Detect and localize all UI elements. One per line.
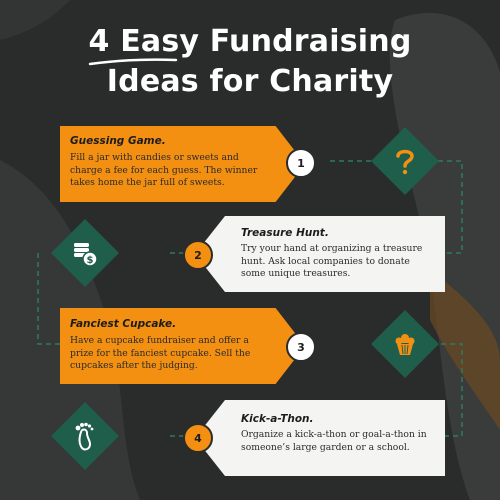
idea-number-badge-3: 3 bbox=[286, 332, 316, 362]
idea-title-4: Kick-a-Thon. bbox=[241, 413, 314, 425]
question-mark-icon bbox=[385, 141, 425, 181]
page-title-line-1: 4 Easy Fundraising bbox=[88, 24, 412, 59]
idea-card-2 bbox=[195, 216, 445, 292]
idea-number-badge-2: 2 bbox=[183, 240, 213, 270]
idea-card-1 bbox=[60, 126, 305, 202]
idea-description-4: Organize a kick-a-thon or goal-a-thon in… bbox=[241, 429, 427, 453]
idea-number-badge-4: 4 bbox=[183, 423, 213, 453]
idea-title-2: Treasure Hunt. bbox=[241, 227, 329, 239]
title-underline-swoosh bbox=[88, 58, 178, 66]
idea-card-3 bbox=[60, 308, 305, 384]
footprint-icon bbox=[65, 416, 105, 456]
page-title-line-2: Ideas for Charity bbox=[106, 64, 394, 99]
idea-description-2: Try your hand at organizing a treasure h… bbox=[241, 243, 423, 279]
cupcake-icon bbox=[385, 324, 425, 364]
idea-description-3: Have a cupcake fundraiser and offer a pr… bbox=[70, 335, 251, 371]
coins-dollar-icon: $ bbox=[65, 233, 105, 273]
idea-number-badge-1: 1 bbox=[286, 148, 316, 178]
idea-title-1: Guessing Game. bbox=[70, 135, 166, 147]
idea-description-1: Fill a jar with candies or sweets and ch… bbox=[70, 152, 258, 188]
svg-text:$: $ bbox=[87, 255, 94, 266]
idea-title-3: Fanciest Cupcake. bbox=[70, 318, 177, 330]
idea-card-4 bbox=[195, 400, 445, 476]
